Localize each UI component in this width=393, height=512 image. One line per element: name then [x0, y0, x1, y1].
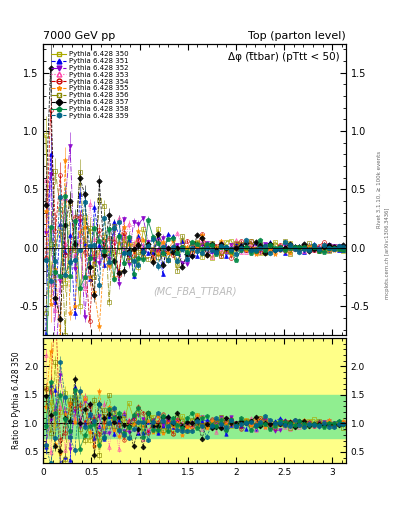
Text: Rivet 3.1.10, ≥ 100k events: Rivet 3.1.10, ≥ 100k events	[377, 151, 382, 228]
Bar	[43, 395, 346, 438]
Y-axis label: Ratio to Pythia 6.428 350: Ratio to Pythia 6.428 350	[12, 352, 21, 450]
Legend: Pythia 6.428 350, Pythia 6.428 351, Pythia 6.428 352, Pythia 6.428 353, Pythia 6: Pythia 6.428 350, Pythia 6.428 351, Pyth…	[50, 50, 130, 120]
Text: mcplots.cern.ch [arXiv:1306.3436]: mcplots.cern.ch [arXiv:1306.3436]	[385, 208, 389, 299]
Text: (MC_FBA_TTBAR): (MC_FBA_TTBAR)	[153, 286, 236, 297]
Text: 7000 GeV pp: 7000 GeV pp	[43, 31, 116, 41]
Text: Top (parton level): Top (parton level)	[248, 31, 346, 41]
Text: Δφ (t̅tbar) (pTtt < 50): Δφ (t̅tbar) (pTtt < 50)	[228, 52, 340, 62]
